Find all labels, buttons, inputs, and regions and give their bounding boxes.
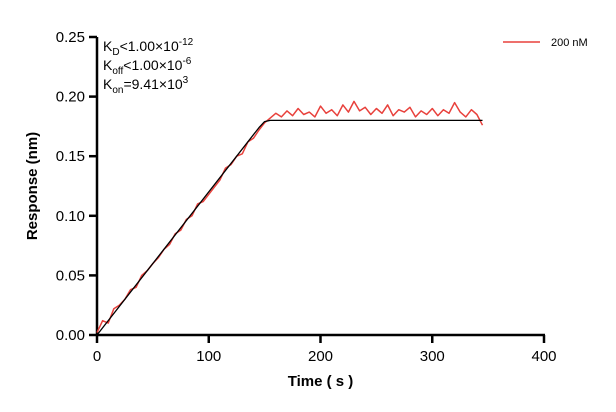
x-tick-label: 300 <box>420 348 445 365</box>
y-axis-title: Response (nm) <box>24 132 41 240</box>
fit-line <box>96 119 483 336</box>
series-group <box>96 100 484 336</box>
x-tick-label: 0 <box>93 348 101 365</box>
annotation-D: KD<1.00×10-12 <box>103 37 194 58</box>
y-tick-label: 0.15 <box>56 148 85 165</box>
y-tick-label: 0.10 <box>56 208 85 225</box>
series-line-200nm <box>96 100 484 333</box>
x-tick-label: 100 <box>196 348 221 365</box>
x-tick-label: 400 <box>531 348 556 365</box>
legend-label: 200 nM <box>551 37 588 49</box>
x-tick-label: 200 <box>308 348 333 365</box>
x-axis-title: Time ( s ) <box>288 373 354 390</box>
axes: 0 100 200 300 400 0.00 0.05 0.10 0.15 0.20 0.25 Tim… <box>24 29 557 390</box>
y-tick-label: 0.25 <box>56 29 85 46</box>
legend: 200 nM <box>503 37 588 49</box>
annotation-off: Koff<1.00×10-6 <box>103 56 192 77</box>
y-tick-label: 0.05 <box>56 267 85 284</box>
y-tick-label: 0.20 <box>56 89 85 106</box>
annotation-on: Kon=9.41×103 <box>103 75 189 96</box>
y-tick-label: 0.00 <box>56 327 85 344</box>
